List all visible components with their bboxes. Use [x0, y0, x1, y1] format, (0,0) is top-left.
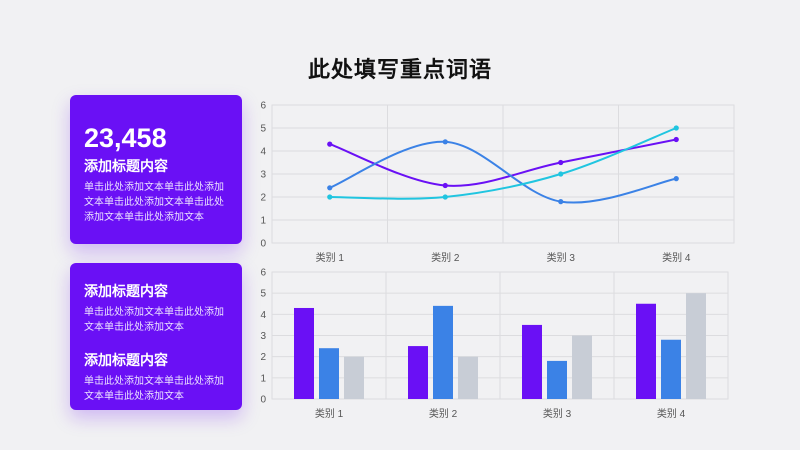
- info-block: 添加标题内容 单击此处添加文本单击此处添加文本单击此处添加文本: [84, 283, 228, 335]
- y-tick-label: 4: [260, 310, 266, 321]
- info-block-body: 单击此处添加文本单击此处添加文本单击此处添加文本: [84, 376, 224, 402]
- bar-series-3: [572, 335, 592, 399]
- y-tick-label: 1: [260, 216, 266, 227]
- data-point: [558, 199, 564, 205]
- y-tick-label: 0: [260, 395, 266, 406]
- y-tick-label: 5: [260, 289, 266, 300]
- bar-series-3: [686, 293, 706, 399]
- bar-chart: 0 1 2 3 4 5 6 类别 1 类别 2 类别 3 类别 4: [260, 268, 729, 420]
- info-block-heading: 添加标题内容: [84, 353, 168, 369]
- bar-series-2: [661, 339, 681, 399]
- line-chart: 0 1 2 3 4 5 6 类别 1 类别 2 类别 3 类别 4: [260, 101, 735, 264]
- x-tick-label: 类别 2: [431, 251, 460, 264]
- series-line-2: [329, 140, 677, 204]
- y-tick-label: 3: [260, 331, 266, 342]
- data-point: [442, 194, 448, 200]
- data-point: [558, 159, 564, 166]
- bar-series-2: [319, 348, 339, 399]
- y-tick-label: 6: [260, 101, 266, 112]
- bar-series-3: [344, 356, 364, 399]
- info-card: 添加标题内容 单击此处添加文本单击此处添加文本单击此处添加文本 添加标题内容 单…: [70, 263, 242, 410]
- y-tick-label: 0: [260, 239, 266, 250]
- info-block-heading: 添加标题内容: [84, 284, 168, 300]
- y-tick-label: 5: [260, 124, 266, 135]
- y-tick-label: 3: [260, 170, 266, 181]
- x-tick-label: 类别 4: [662, 251, 691, 264]
- bar-series-1: [408, 346, 428, 399]
- bar-series-2: [433, 305, 453, 399]
- data-point: [327, 185, 333, 191]
- bar-series-1: [522, 324, 542, 399]
- data-point: [442, 139, 448, 145]
- bar-series-1: [636, 303, 656, 399]
- bar-series-2: [547, 360, 567, 399]
- x-tick-label: 类别 2: [429, 407, 458, 420]
- y-tick-label: 2: [260, 193, 266, 204]
- data-point: [673, 125, 679, 131]
- stat-card-body: 单击此处添加文本单击此处添加文本单击此处添加文本单击此处添加文本单击此处添加文本: [84, 182, 224, 223]
- x-tick-label: 类别 1: [315, 407, 344, 420]
- info-block-body: 单击此处添加文本单击此处添加文本单击此处添加文本: [84, 307, 224, 333]
- y-tick-label: 1: [260, 373, 266, 384]
- data-point: [673, 136, 679, 143]
- y-tick-label: 2: [260, 352, 266, 363]
- stat-card-heading: 添加标题内容: [84, 159, 168, 175]
- x-tick-label: 类别 4: [657, 407, 686, 420]
- x-tick-label: 类别 3: [547, 251, 576, 264]
- info-block: 添加标题内容 单击此处添加文本单击此处添加文本单击此处添加文本: [84, 352, 228, 404]
- stat-number: 23,458: [84, 123, 167, 153]
- data-point: [327, 141, 333, 147]
- y-tick-label: 6: [260, 268, 266, 279]
- x-tick-label: 类别 3: [543, 407, 572, 420]
- stat-card: 23,458 添加标题内容 单击此处添加文本单击此处添加文本单击此处添加文本单击…: [70, 95, 242, 244]
- x-tick-label: 类别 1: [316, 251, 345, 264]
- page-title: 此处填写重点词语: [307, 58, 492, 83]
- series-line-3: [329, 127, 677, 200]
- data-point: [327, 194, 333, 200]
- data-point: [673, 176, 679, 182]
- bar-series-1: [294, 307, 314, 399]
- data-point: [442, 182, 448, 189]
- data-point: [558, 171, 564, 177]
- y-tick-label: 4: [260, 147, 266, 158]
- bar-series-3: [458, 356, 478, 399]
